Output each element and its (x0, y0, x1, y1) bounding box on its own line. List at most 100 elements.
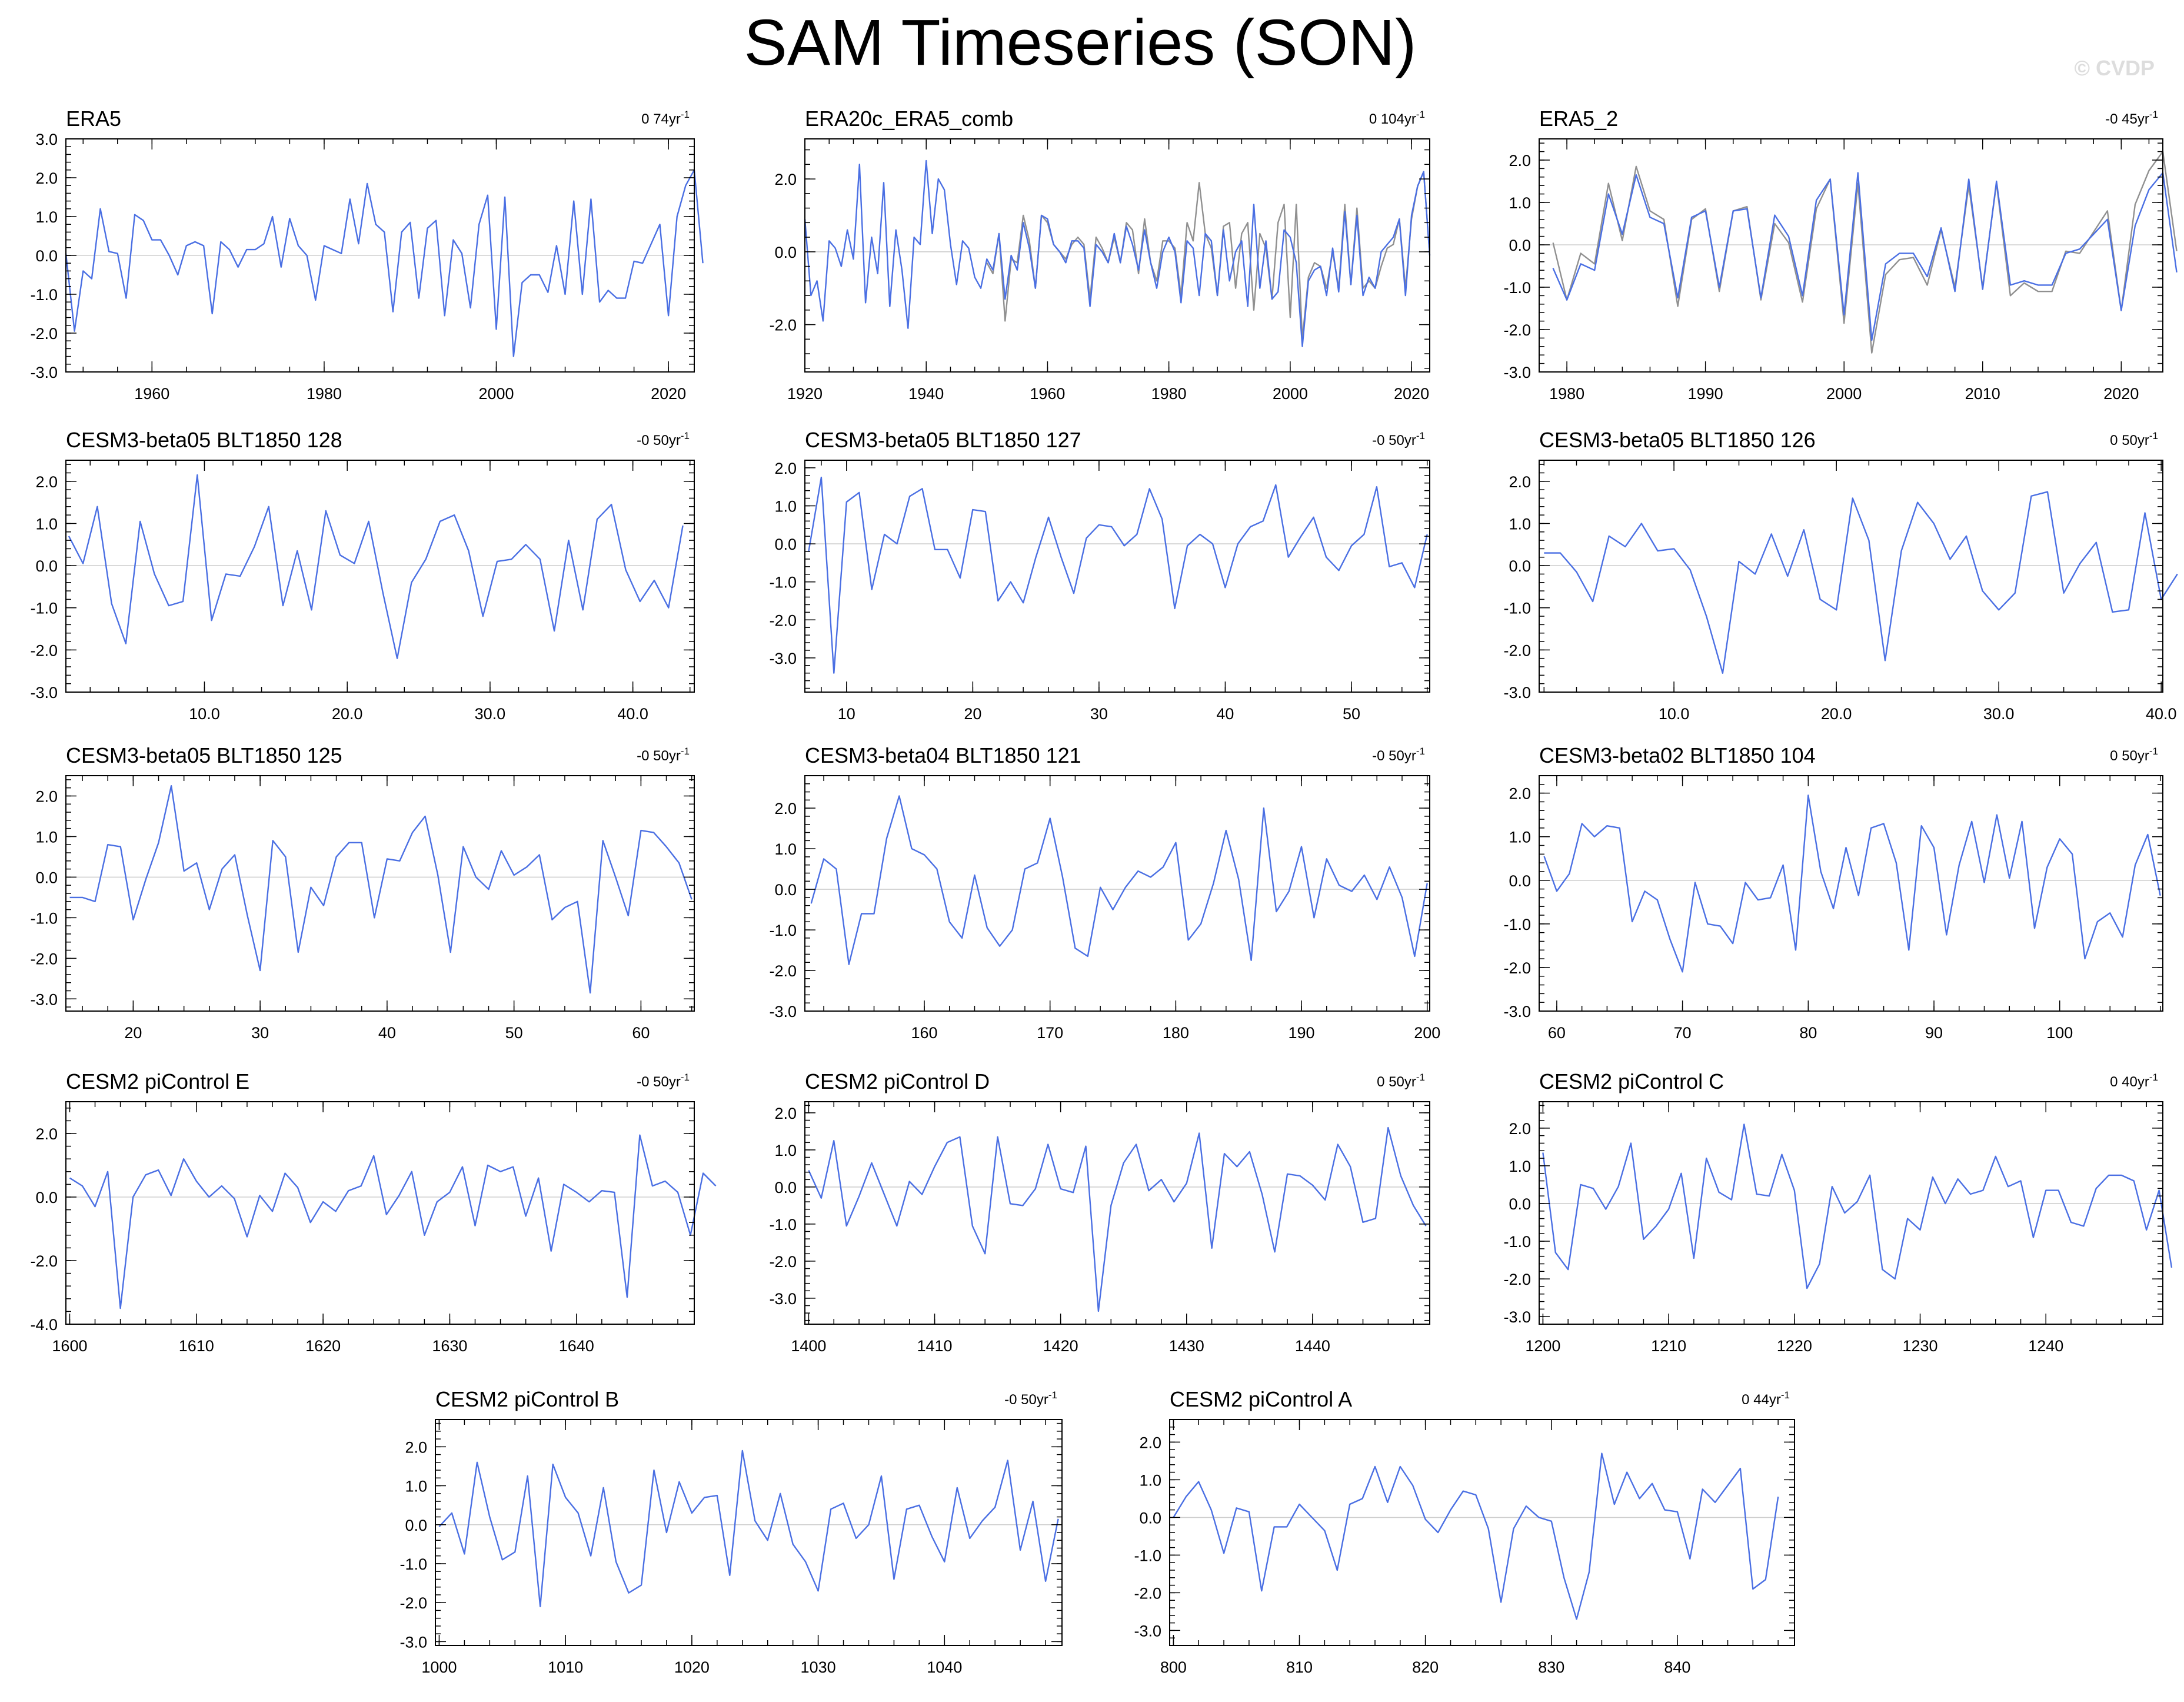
y-tick-label: 1.0 (1509, 1158, 1531, 1175)
chart-title: ERA20c_ERA5_comb (805, 107, 1013, 131)
y-tick-label: -2.0 (30, 325, 58, 343)
x-tick-label: 2010 (1965, 385, 2000, 403)
x-tick-label: 1600 (52, 1337, 87, 1355)
x-tick-label: 10.0 (189, 705, 220, 723)
plot-frame (65, 1101, 695, 1325)
y-tick-label: -1.0 (1503, 1233, 1531, 1251)
y-tick-label: 0.0 (405, 1517, 427, 1534)
x-tick-label: 10.0 (1659, 705, 1690, 723)
trend-label: 0 40yr-1 (2110, 1072, 2158, 1090)
chart-title: CESM2 piControl D (805, 1069, 990, 1093)
y-tick-label: 2.0 (1509, 785, 1531, 803)
x-tick-label: 40 (1216, 705, 1234, 723)
y-tick-label: -1.0 (30, 909, 58, 927)
y-tick-label: 0.0 (35, 557, 58, 575)
x-tick-label: 2020 (2103, 385, 2139, 403)
chart-panel: 1600 1610 1620 1630 1640 -4.0 -2.0 0.0 2.0 CESM2 … (30, 1069, 717, 1355)
y-tick-label: 1.0 (1509, 194, 1531, 212)
x-tick-label: 160 (911, 1024, 937, 1042)
y-tick-label: -1.0 (1134, 1547, 1161, 1564)
page-title: SAM Timeseries (SON) (744, 6, 1417, 79)
series-line (810, 795, 1428, 965)
series-line (808, 476, 1428, 674)
y-tick-label: 2.0 (774, 1105, 797, 1122)
y-tick-label: -2.0 (769, 1253, 797, 1271)
x-tick-label: 1000 (421, 1658, 457, 1676)
y-tick-label: 0.0 (35, 1189, 58, 1206)
x-tick-label: 50 (1343, 705, 1360, 723)
x-tick-label: 1010 (548, 1658, 583, 1676)
y-tick-label: -2.0 (1503, 641, 1531, 659)
x-tick-label: 1220 (1777, 1337, 1812, 1355)
y-tick-label: -2.0 (1503, 321, 1531, 339)
x-tick-label: 1610 (179, 1337, 214, 1355)
x-tick-label: 2000 (1273, 385, 1308, 403)
chart-title: CESM2 piControl E (66, 1069, 249, 1093)
y-tick-label: 2.0 (1139, 1434, 1161, 1451)
chart-title: CESM3-beta05 BLT1850 125 (66, 743, 342, 767)
series-line (1552, 151, 2178, 354)
plot-frame (804, 460, 1430, 693)
plot-frame (804, 1101, 1430, 1325)
x-tick-label: 60 (632, 1024, 650, 1042)
y-tick-label: -2.0 (769, 317, 797, 334)
y-tick-label: 1.0 (774, 498, 797, 516)
x-tick-label: 810 (1286, 1658, 1313, 1676)
x-tick-label: 30 (1090, 705, 1108, 723)
y-tick-label: 2.0 (405, 1438, 427, 1456)
x-tick-label: 90 (1925, 1024, 1943, 1042)
plot-frame (1539, 1101, 2163, 1325)
y-tick-label: 0.0 (35, 869, 58, 886)
y-tick-label: 0.0 (35, 247, 58, 265)
x-tick-label: 1940 (908, 385, 944, 403)
chart-title: CESM3-beta05 BLT1850 128 (66, 428, 342, 452)
y-tick-label: 1.0 (774, 1142, 797, 1159)
x-tick-label: 2000 (1826, 385, 1862, 403)
y-tick-label: -2.0 (30, 1252, 58, 1270)
y-tick-label: -3.0 (30, 684, 58, 702)
x-tick-label: 1960 (1030, 385, 1065, 403)
x-tick-label: 1030 (801, 1658, 836, 1676)
x-tick-label: 1420 (1043, 1337, 1078, 1355)
trend-label: 0 74yr-1 (641, 109, 690, 127)
chart-panel: 1920 1940 1960 1980 2000 2020 -2.0 0.0 2.0 ERA20c… (769, 107, 1431, 403)
y-tick-label: 2.0 (774, 800, 797, 817)
x-tick-label: 20 (124, 1024, 142, 1042)
y-tick-label: -2.0 (769, 611, 797, 629)
y-tick-label: -1.0 (399, 1555, 427, 1573)
x-tick-label: 1980 (307, 385, 342, 403)
y-tick-label: -1.0 (769, 922, 797, 939)
chart-title: CESM3-beta02 BLT1850 104 (1539, 743, 1816, 767)
chart-panel: 1960 1980 2000 2020 -3.0 -2.0 -1.0 0.0 1.0 2.0 3.0… (30, 107, 704, 403)
y-tick-label: -2.0 (769, 962, 797, 980)
y-tick-label: -1.0 (1503, 916, 1531, 933)
chart-title: CESM3-beta05 BLT1850 127 (805, 428, 1081, 452)
y-tick-label: 0.0 (1509, 872, 1531, 890)
y-tick-label: 2.0 (1509, 1120, 1531, 1138)
y-tick-label: 2.0 (1509, 152, 1531, 169)
x-tick-label: 60 (1548, 1024, 1566, 1042)
y-tick-label: -3.0 (769, 1003, 797, 1020)
y-tick-label: 1.0 (35, 208, 58, 226)
chart-panel: 1980 1990 2000 2010 2020 -3.0 -2.0 -1.0 0.0 1.0 2.… (1503, 107, 2178, 403)
x-tick-label: 1920 (787, 385, 823, 403)
x-tick-label: 20.0 (332, 705, 363, 723)
x-tick-label: 170 (1037, 1024, 1063, 1042)
x-tick-label: 1960 (134, 385, 169, 403)
x-tick-label: 20.0 (1821, 705, 1852, 723)
x-tick-label: 1410 (917, 1337, 952, 1355)
chart-title: CESM2 piControl C (1539, 1069, 1724, 1093)
plot-frame (1539, 460, 2163, 693)
trend-label: 0 44yr-1 (1742, 1389, 1790, 1408)
y-tick-label: -3.0 (769, 1290, 797, 1308)
y-tick-label: 1.0 (405, 1478, 427, 1495)
plot-frame (1539, 138, 2163, 373)
y-tick-label: -1.0 (1503, 600, 1531, 617)
chart-title: ERA5_2 (1539, 107, 1618, 131)
y-tick-label: 2.0 (35, 169, 58, 187)
trend-label: -0 50yr-1 (1372, 746, 1425, 764)
x-tick-label: 1980 (1549, 385, 1584, 403)
series-line (68, 474, 684, 659)
y-tick-label: 2.0 (35, 1125, 58, 1143)
